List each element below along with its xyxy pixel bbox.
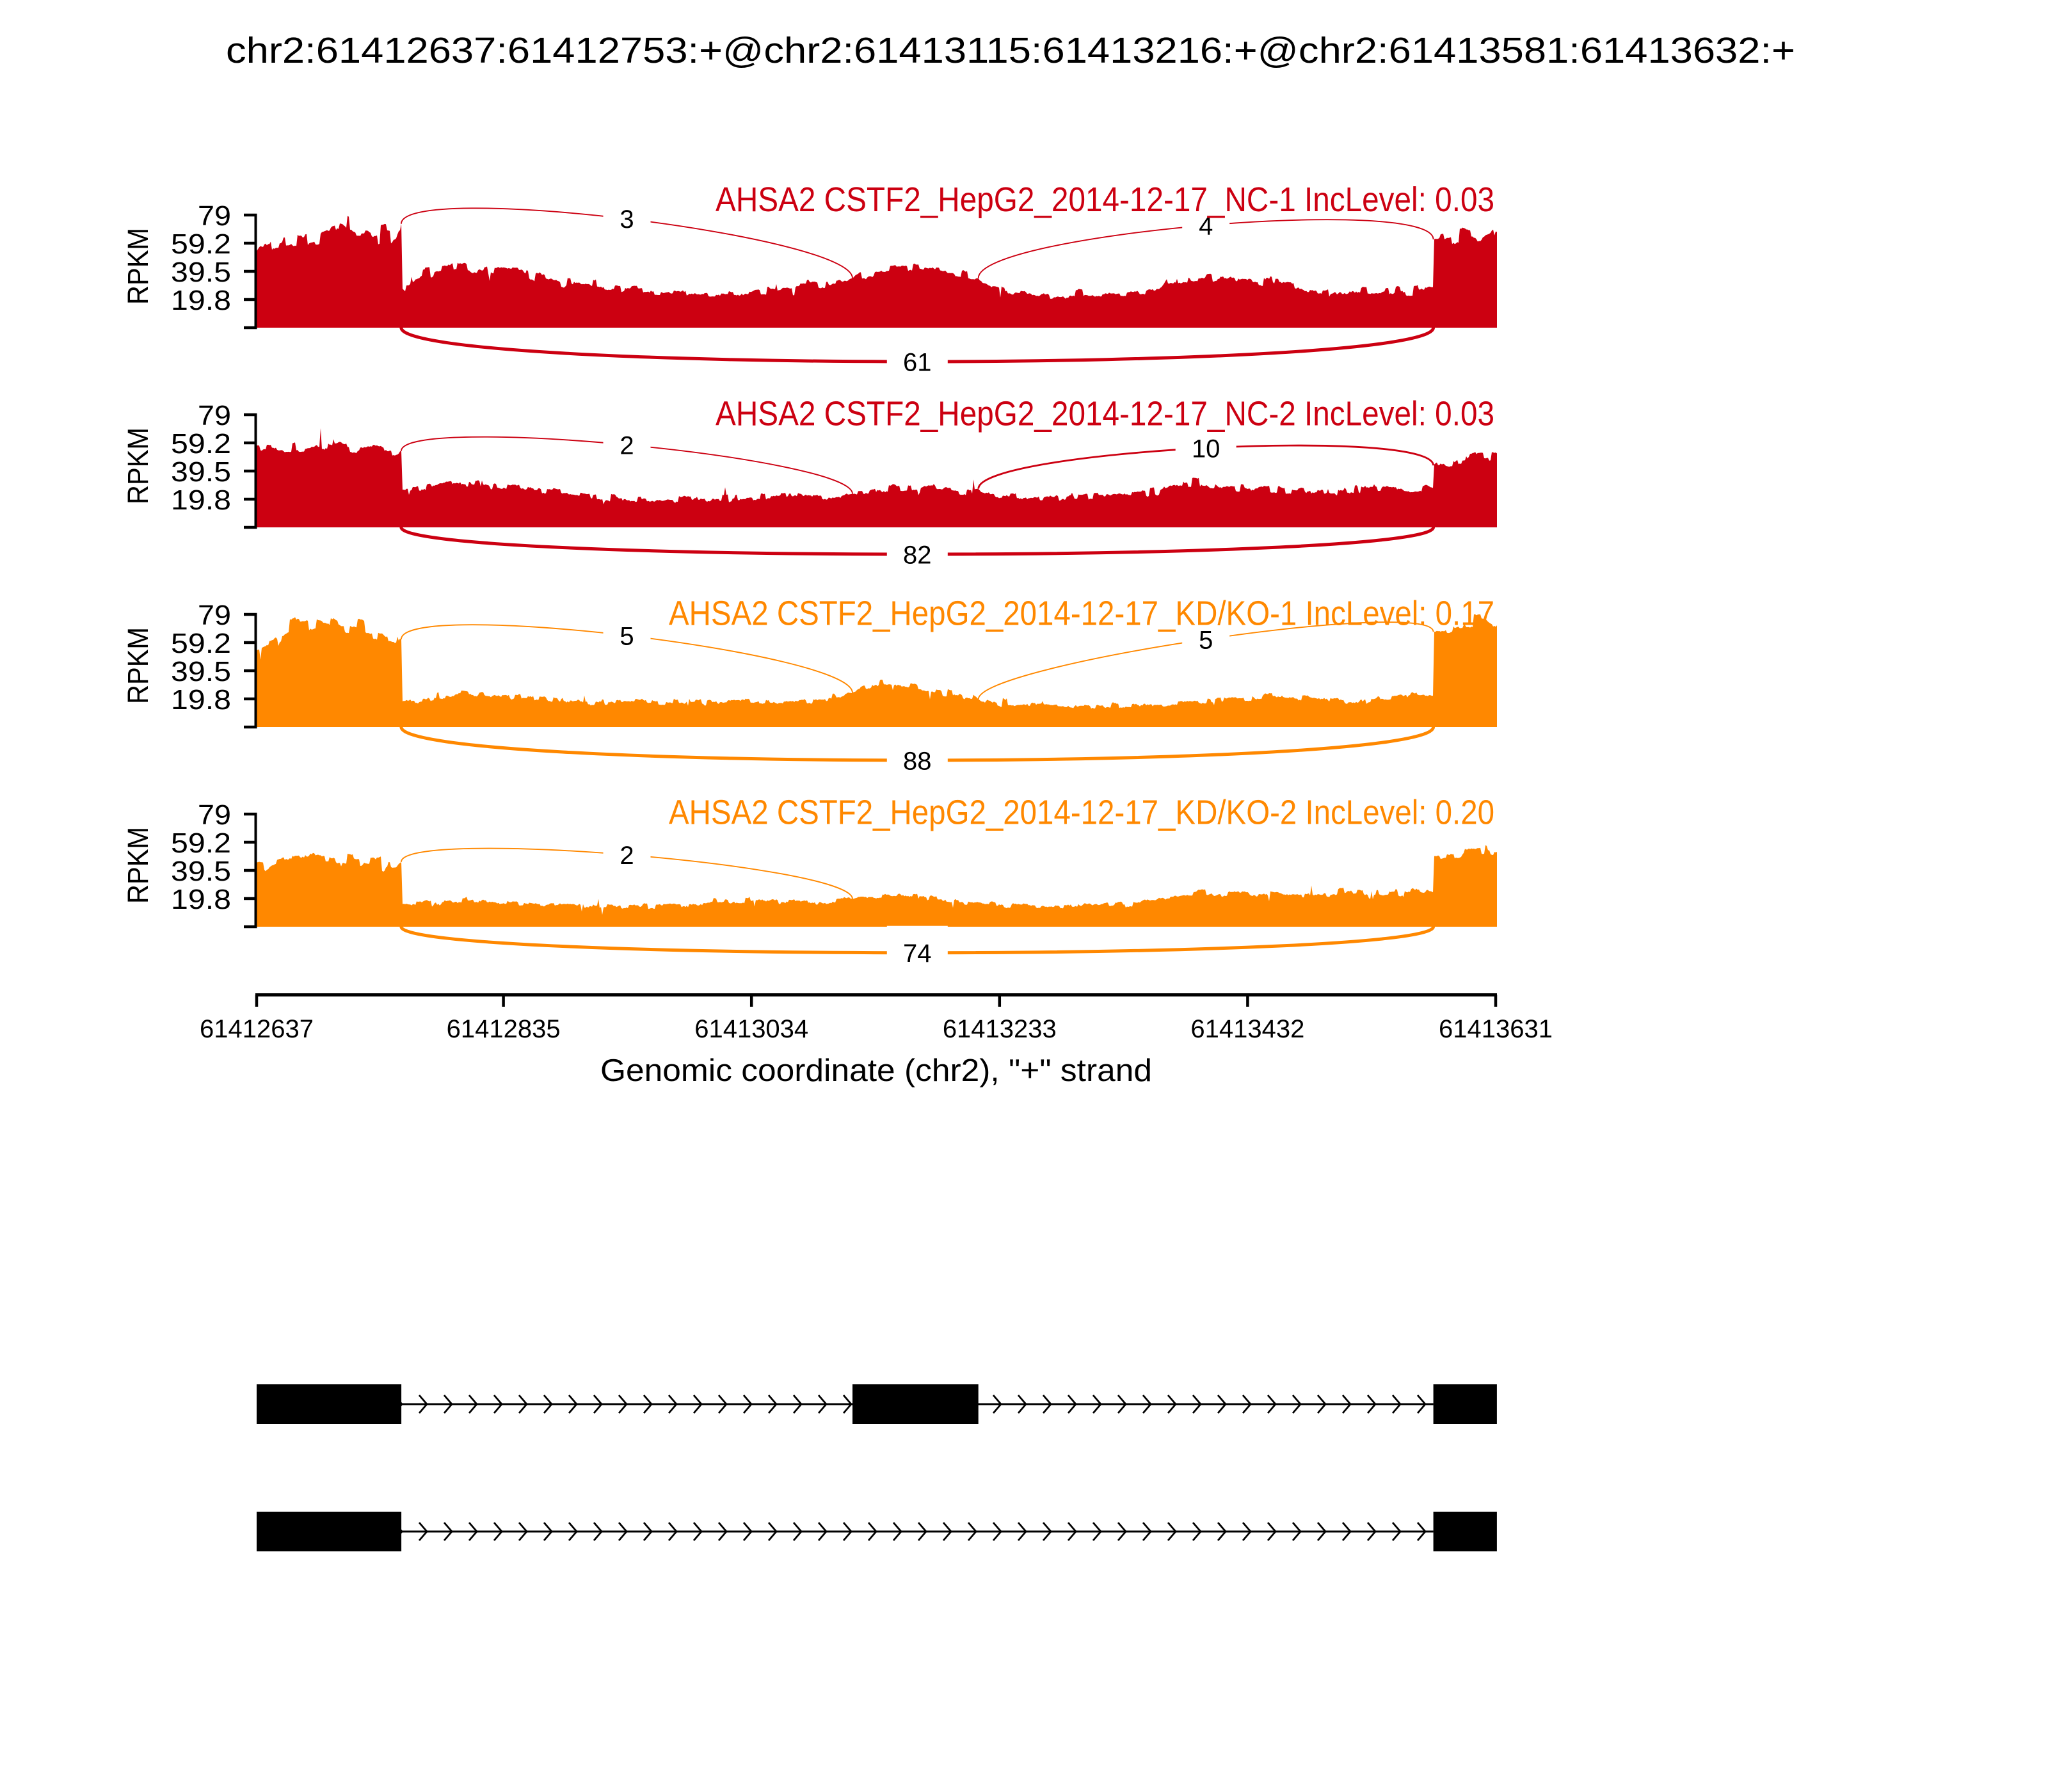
svg-text:39.5: 39.5 [171,856,231,887]
svg-text:59.2: 59.2 [171,628,231,659]
svg-text:RPKM: RPKM [122,228,154,305]
svg-text:AHSA2 CSTF2_HepG2_2014-12-17_K: AHSA2 CSTF2_HepG2_2014-12-17_KD/KO-1 Inc… [669,595,1494,633]
svg-text:79: 79 [198,200,231,232]
svg-text:3: 3 [620,205,634,234]
svg-text:RPKM: RPKM [122,627,154,704]
svg-text:RPKM: RPKM [122,827,154,904]
svg-text:10: 10 [1192,435,1220,463]
svg-text:79: 79 [198,400,231,431]
svg-text:74: 74 [903,940,932,968]
svg-text:61413432: 61413432 [1190,1015,1304,1043]
svg-text:19.8: 19.8 [171,884,231,915]
svg-text:79: 79 [198,799,231,831]
svg-text:Genomic coordinate (chr2), "+": Genomic coordinate (chr2), "+" strand [600,1053,1152,1088]
svg-text:AHSA2 CSTF2_HepG2_2014-12-17_K: AHSA2 CSTF2_HepG2_2014-12-17_KD/KO-2 Inc… [669,794,1494,832]
svg-text:59.2: 59.2 [171,228,231,260]
svg-text:39.5: 39.5 [171,257,231,288]
svg-text:AHSA2 CSTF2_HepG2_2014-12-17_N: AHSA2 CSTF2_HepG2_2014-12-17_NC-1 IncLev… [716,180,1494,219]
svg-text:59.2: 59.2 [171,828,231,859]
svg-text:61412835: 61412835 [447,1015,561,1043]
svg-text:79: 79 [198,600,231,631]
svg-text:AHSA2 CSTF2_HepG2_2014-12-17_N: AHSA2 CSTF2_HepG2_2014-12-17_NC-2 IncLev… [716,395,1494,433]
svg-text:19.8: 19.8 [171,484,231,516]
svg-text:59.2: 59.2 [171,428,231,460]
svg-text:RPKM: RPKM [122,428,154,504]
svg-text:19.8: 19.8 [171,684,231,716]
svg-text:61413034: 61413034 [694,1015,808,1043]
svg-text:chr2:61412637:61412753:+@chr2:: chr2:61412637:61412753:+@chr2:61413115:6… [226,30,1795,71]
svg-text:61413233: 61413233 [943,1015,1057,1043]
svg-text:61412637: 61412637 [200,1015,314,1043]
svg-text:39.5: 39.5 [171,456,231,488]
svg-text:2: 2 [620,842,634,870]
svg-text:4: 4 [1199,212,1213,240]
svg-text:82: 82 [903,541,932,569]
svg-text:61413631: 61413631 [1439,1015,1553,1043]
svg-text:19.8: 19.8 [171,285,231,316]
svg-text:2: 2 [620,431,634,460]
svg-text:5: 5 [1199,626,1213,654]
svg-text:88: 88 [903,747,932,775]
svg-text:5: 5 [620,622,634,650]
svg-text:39.5: 39.5 [171,656,231,687]
svg-text:61: 61 [903,348,932,376]
